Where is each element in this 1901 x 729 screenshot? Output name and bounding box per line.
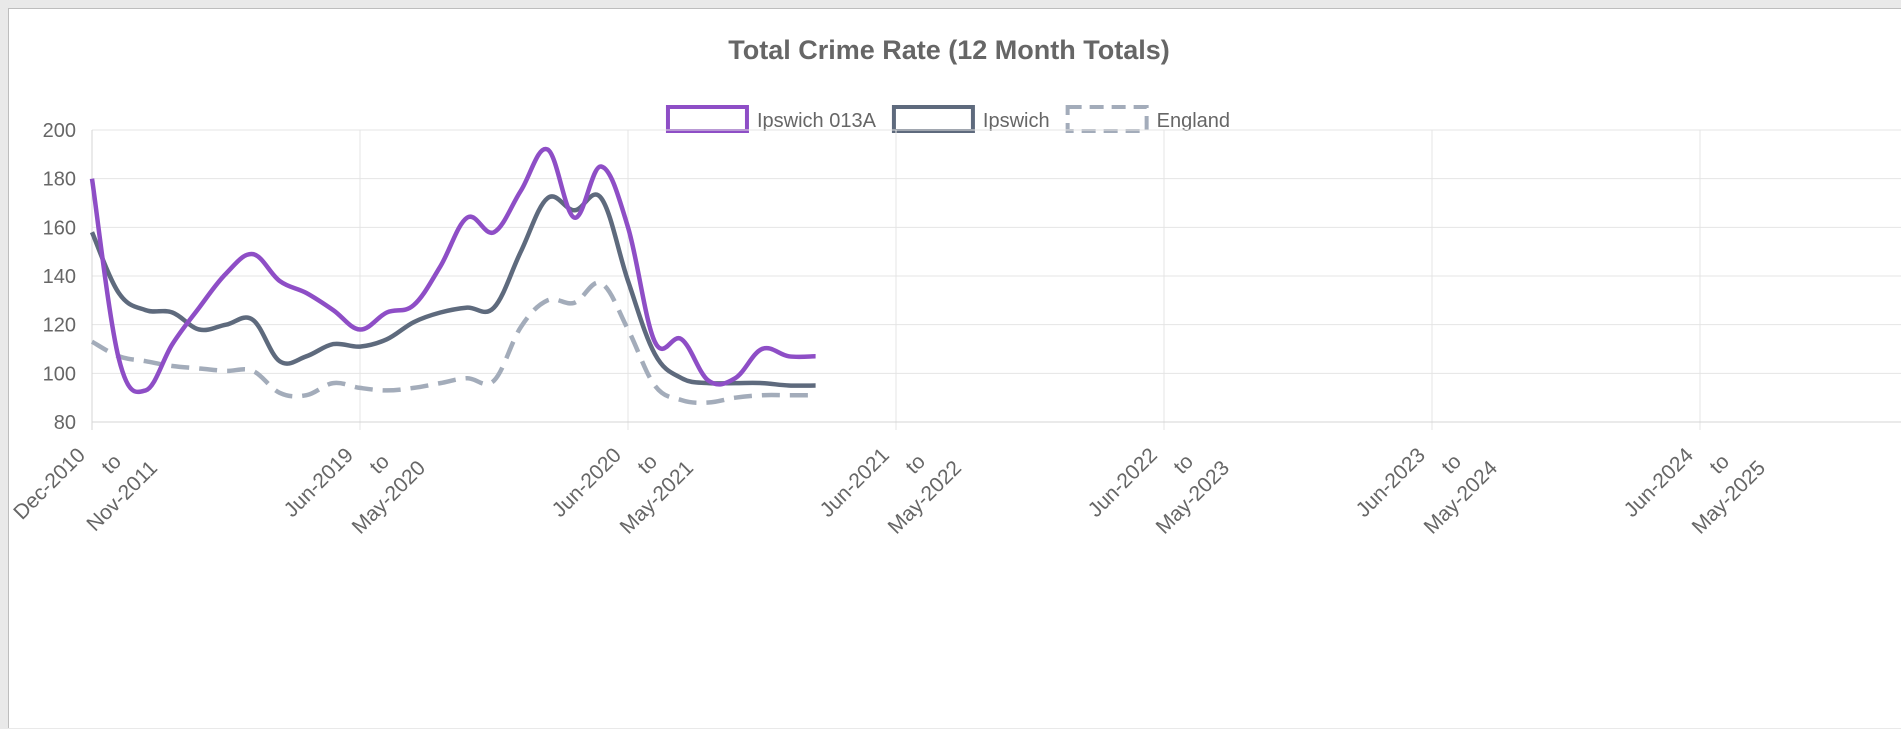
y-tick-label: 120 [43,315,76,337]
legend-label: Ipswich [983,110,1050,132]
legend-label: England [1157,110,1230,132]
y-tick-label: 180 [43,169,76,191]
x-tick-label-line: to [1705,450,1734,479]
y-tick-label: 80 [54,412,76,434]
chart-frame: Total Crime Rate (12 Month Totals) Ipswi… [8,8,1901,728]
grid [91,129,1901,430]
legend-label: Ipswich 013A [757,110,877,132]
x-tick-label-line: Dec-2010 [9,444,90,525]
x-tick-label-line: Jun-2023 [1352,444,1430,522]
x-tick-label-line: Jun-2020 [548,444,626,522]
x-tick-label-line: Jun-2022 [1084,444,1162,522]
legend: Ipswich 013A Ipswich England [665,105,1230,133]
x-tick-label-line: to [1437,450,1466,479]
y-tick-label: 140 [43,266,76,288]
plot-lines [89,147,816,406]
legend-swatch [891,105,975,133]
chart-title: Total Crime Rate (12 Month Totals) [728,35,1170,65]
y-tick-label: 160 [43,217,76,239]
legend-swatch [665,105,749,133]
series-line-ipswich [89,192,816,388]
series-line-ipswich-013a [89,147,816,395]
x-tick-label-line: to [1169,450,1198,479]
y-axis-ticks: 80 100 120 140 160 180 200 [43,120,76,434]
y-tick-label: 200 [43,120,76,142]
legend-swatch [1065,105,1149,133]
y-tick-label: 100 [43,363,76,385]
x-tick-label-line: Jun-2019 [280,444,358,522]
series-line-england [90,280,816,406]
x-tick-label-line: to [365,450,394,479]
x-tick-label-line: to [901,450,930,479]
x-tick-label-line: Jun-2021 [816,444,894,522]
x-tick-label-line: to [633,450,662,479]
x-tick-label-line: to [97,450,126,479]
x-tick-label-line: Jun-2024 [1620,443,1698,521]
chart-svg: Total Crime Rate (12 Month Totals) Ipswi… [9,35,1901,539]
